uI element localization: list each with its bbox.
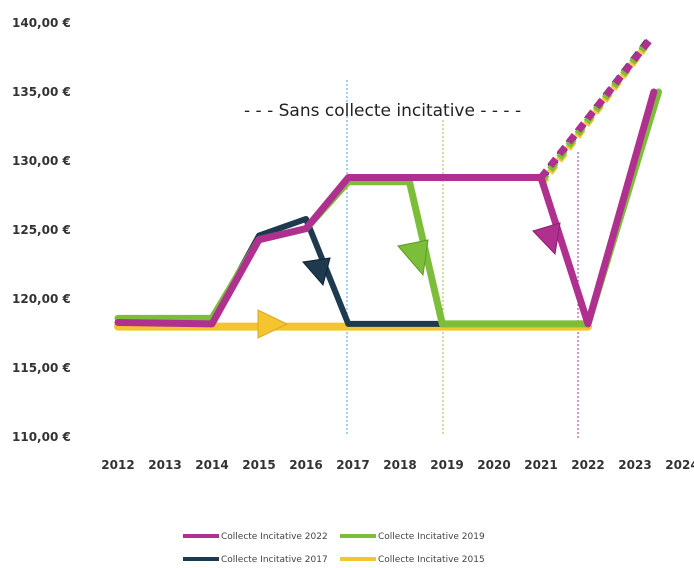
x-tick-label: 2020 (477, 458, 510, 472)
x-tick-label: 2017 (336, 458, 369, 472)
x-tick-label: 2021 (524, 458, 557, 472)
arrow-2019 (397, 239, 429, 277)
y-tick-label: 130,00 € (12, 154, 71, 168)
y-tick-label: 120,00 € (12, 292, 71, 306)
arrow-2017 (302, 257, 331, 287)
series-collecte-incitative-2022 (114, 38, 658, 328)
y-axis: 110,00 € 115,00 € 120,00 € 125,00 € 130,00 €… (12, 16, 71, 444)
reference-lines (346, 80, 579, 440)
x-tick-label: 2012 (101, 458, 134, 472)
y-tick-label: 110,00 € (12, 430, 71, 444)
y-tick-label: 140,00 € (12, 16, 71, 30)
y-tick-label: 125,00 € (12, 223, 71, 237)
x-axis: 2012 2013 2014 2015 2016 2017 2018 2019 2020 2021… (101, 458, 694, 472)
legend-label: Collecte Incitative 2017 (221, 555, 328, 565)
series-layer (114, 37, 662, 331)
series-line (114, 88, 658, 328)
legend: Collecte Incitative 2022 Collecte Incitat… (183, 532, 485, 565)
x-tick-label: 2022 (571, 458, 604, 472)
annotation-sans-collecte: - - - Sans collecte incitative - - - - (244, 101, 521, 121)
legend-label: Collecte Incitative 2015 (378, 555, 485, 565)
x-tick-label: 2015 (242, 458, 275, 472)
arrow-2022 (532, 222, 561, 256)
x-tick-label: 2013 (148, 458, 181, 472)
x-tick-label: 2024 (665, 458, 694, 472)
x-tick-label: 2019 (430, 458, 463, 472)
arrows (257, 222, 561, 339)
x-tick-label: 2016 (289, 458, 322, 472)
x-tick-label: 2018 (383, 458, 416, 472)
legend-label: Collecte Incitative 2019 (378, 532, 485, 542)
series-collecte-incitative-2015 (114, 45, 648, 331)
y-tick-label: 135,00 € (12, 85, 71, 99)
y-tick-label: 115,00 € (12, 361, 71, 375)
x-tick-label: 2023 (618, 458, 651, 472)
arrow-2015 (257, 309, 289, 339)
x-tick-label: 2014 (195, 458, 228, 472)
legend-label: Collecte Incitative 2022 (221, 532, 328, 542)
